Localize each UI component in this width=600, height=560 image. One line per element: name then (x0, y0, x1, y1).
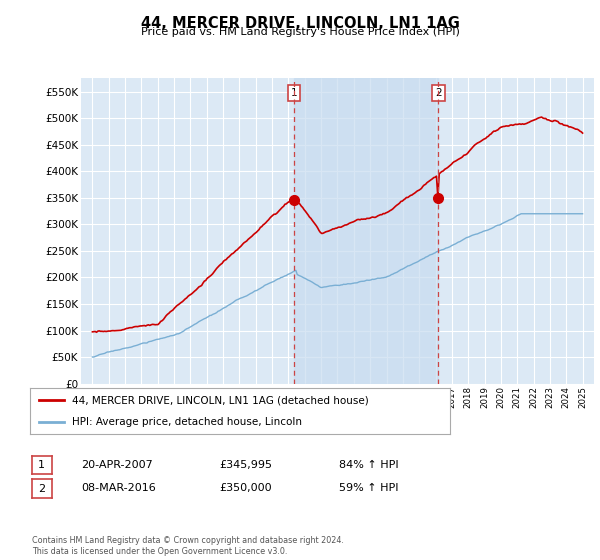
Text: Contains HM Land Registry data © Crown copyright and database right 2024.
This d: Contains HM Land Registry data © Crown c… (32, 536, 344, 556)
Text: 1: 1 (38, 460, 45, 470)
Text: £350,000: £350,000 (219, 483, 272, 493)
Text: £345,995: £345,995 (219, 460, 272, 470)
Bar (294, 78, 439, 384)
Text: Price paid vs. HM Land Registry's House Price Index (HPI): Price paid vs. HM Land Registry's House … (140, 27, 460, 38)
Text: 2: 2 (435, 88, 442, 98)
Text: 44, MERCER DRIVE, LINCOLN, LN1 1AG: 44, MERCER DRIVE, LINCOLN, LN1 1AG (140, 16, 460, 31)
Text: 20-APR-2007: 20-APR-2007 (81, 460, 153, 470)
Text: 84% ↑ HPI: 84% ↑ HPI (339, 460, 398, 470)
Text: 2: 2 (38, 484, 45, 493)
Text: 08-MAR-2016: 08-MAR-2016 (81, 483, 156, 493)
Text: 59% ↑ HPI: 59% ↑ HPI (339, 483, 398, 493)
Text: 44, MERCER DRIVE, LINCOLN, LN1 1AG (detached house): 44, MERCER DRIVE, LINCOLN, LN1 1AG (deta… (72, 395, 369, 405)
Text: 1: 1 (290, 88, 297, 98)
Text: HPI: Average price, detached house, Lincoln: HPI: Average price, detached house, Linc… (72, 417, 302, 427)
